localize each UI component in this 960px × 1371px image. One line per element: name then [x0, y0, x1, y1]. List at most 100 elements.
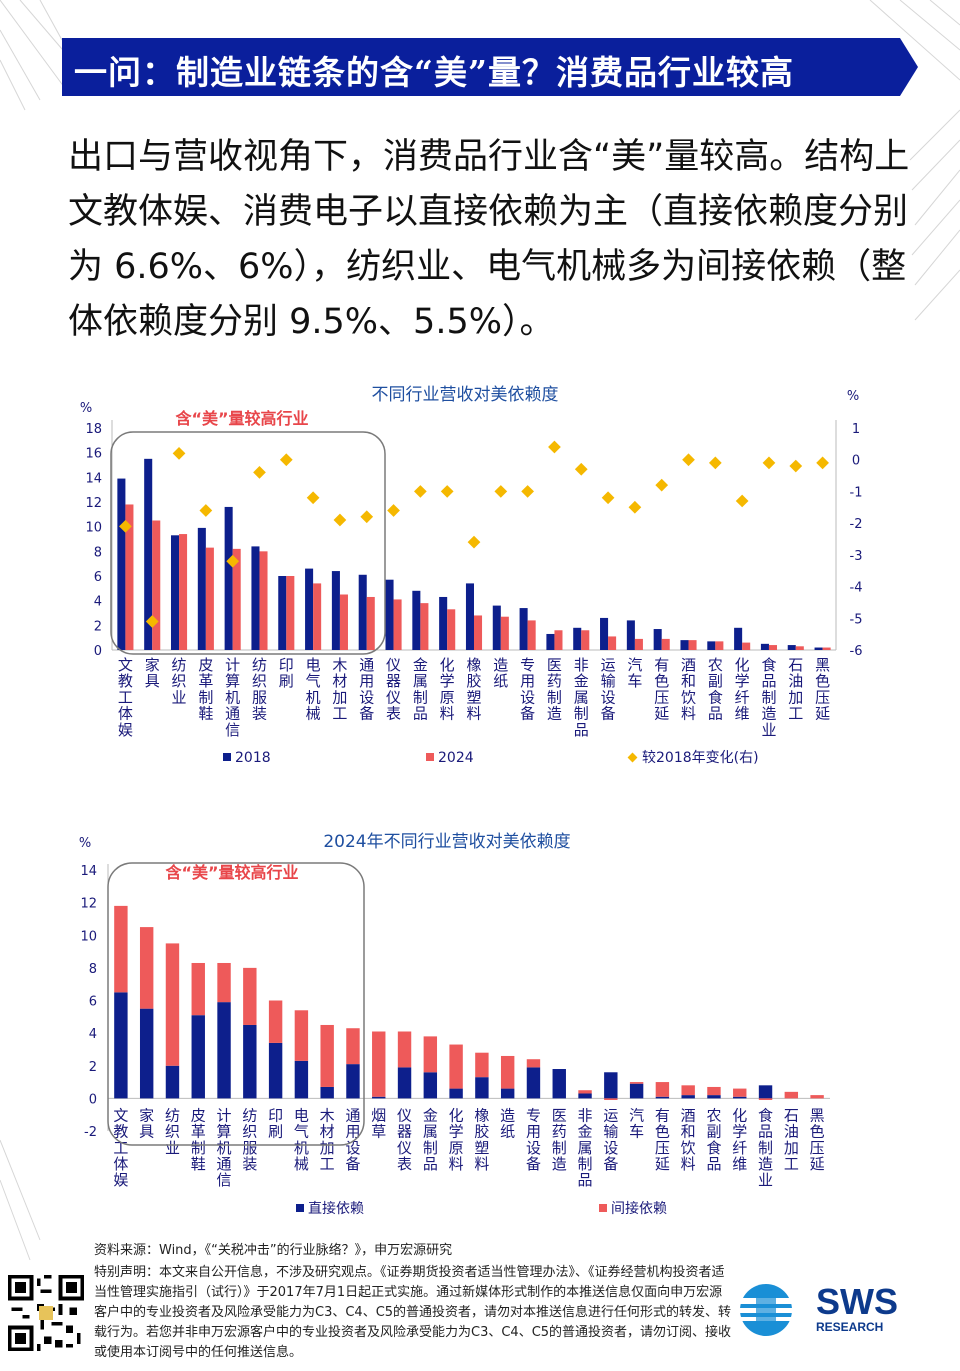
bar-indirect — [681, 1085, 695, 1096]
svg-text:汽: 汽 — [627, 656, 642, 674]
svg-text:仪: 仪 — [386, 688, 401, 706]
bar-indirect — [707, 1086, 721, 1096]
chart-2-title: 2024年不同行业营收对美依赖度 — [323, 832, 570, 852]
bar-2024 — [152, 520, 161, 650]
chart-1-annotation: 含“美”量较高行业 — [175, 409, 308, 428]
svg-text:品: 品 — [413, 705, 428, 723]
bar-indirect — [191, 962, 205, 1016]
change-marker — [253, 466, 266, 479]
source-note: 资料来源：Wind，《“关税冲击”的行业脉络？》，申万宏源研究 — [94, 1243, 453, 1258]
change-marker — [226, 554, 240, 568]
disclaimer: 特别声明：本文来自公开信息，不涉及研究观点。《证券期货投资者适当性管理办法》、《… — [94, 1265, 732, 1360]
svg-text:品: 品 — [708, 705, 723, 723]
svg-text:油: 油 — [788, 672, 803, 690]
change-marker — [145, 615, 159, 628]
svg-text:表: 表 — [386, 705, 401, 723]
svg-text:化: 化 — [735, 656, 750, 674]
svg-text:延: 延 — [810, 1155, 825, 1173]
svg-text:备: 备 — [601, 705, 616, 723]
svg-text:娱: 娱 — [113, 1171, 128, 1189]
bar-2024 — [768, 645, 778, 650]
svg-text:纺: 纺 — [165, 1106, 180, 1124]
svg-text:印: 印 — [268, 1106, 283, 1124]
change-marker — [655, 478, 669, 492]
svg-text:造: 造 — [758, 1155, 773, 1173]
svg-text:橡: 橡 — [474, 1106, 489, 1124]
chart-1-xtick: 造纸 — [493, 656, 508, 690]
bar-indirect — [320, 1024, 334, 1087]
bar-indirect — [810, 1095, 824, 1099]
bar-direct — [191, 1015, 205, 1099]
svg-text:织: 织 — [172, 672, 187, 690]
svg-text:加: 加 — [788, 688, 803, 706]
svg-text:输: 输 — [601, 672, 616, 690]
svg-text:织: 织 — [252, 672, 267, 690]
svg-text:仪: 仪 — [397, 1106, 412, 1124]
bar-indirect — [655, 1082, 670, 1097]
logo-main-text: SWS — [816, 1281, 898, 1322]
bar-indirect — [243, 967, 257, 1025]
svg-text:用: 用 — [520, 672, 535, 690]
change-marker — [762, 456, 776, 470]
svg-text:延: 延 — [655, 1155, 670, 1173]
bar-direct — [604, 1072, 618, 1099]
svg-text:胶: 胶 — [474, 1123, 489, 1141]
svg-text:石: 石 — [784, 1106, 799, 1124]
chart-2-ylabel: % — [79, 836, 91, 851]
svg-text:气: 气 — [306, 672, 321, 690]
bar-2024 — [795, 646, 804, 650]
svg-text:械: 械 — [294, 1155, 309, 1173]
legend-2024-label: 2024 — [438, 750, 474, 766]
bar-2018 — [224, 506, 233, 650]
svg-text:制: 制 — [758, 1139, 773, 1157]
bar-direct — [526, 1067, 541, 1099]
svg-text:压: 压 — [815, 688, 830, 706]
bar-2024 — [420, 603, 429, 650]
svg-text:制: 制 — [552, 1139, 567, 1157]
bar-direct — [707, 1095, 721, 1099]
change-marker — [574, 462, 588, 476]
svg-text:学: 学 — [440, 672, 455, 690]
svg-text:纺: 纺 — [172, 656, 187, 674]
bar-indirect — [423, 1036, 438, 1073]
chart-1-ytick: 14 — [85, 471, 102, 486]
chart-1-ytick: 12 — [85, 496, 102, 511]
svg-text:信: 信 — [225, 721, 240, 739]
svg-text:工: 工 — [788, 705, 803, 723]
bar-direct — [294, 1060, 309, 1099]
svg-text:车: 车 — [627, 672, 642, 690]
legend-indirect-swatch — [599, 1204, 607, 1212]
bar-direct — [578, 1093, 592, 1099]
bar-indirect — [604, 1098, 618, 1101]
svg-text:压: 压 — [810, 1139, 825, 1157]
change-marker — [735, 494, 749, 508]
svg-text:车: 车 — [629, 1123, 644, 1141]
svg-text:设: 设 — [520, 688, 535, 706]
svg-text:造: 造 — [761, 705, 776, 723]
svg-text:化: 化 — [449, 1106, 464, 1124]
change-marker — [306, 491, 320, 505]
bar-direct — [268, 1042, 283, 1099]
svg-text:用: 用 — [359, 672, 374, 690]
svg-text:仪: 仪 — [397, 1139, 412, 1157]
change-marker — [172, 447, 186, 460]
highlight-box — [107, 862, 365, 1146]
svg-text:备: 备 — [603, 1155, 618, 1173]
svg-text:设: 设 — [603, 1139, 618, 1157]
bar-2024 — [554, 630, 563, 650]
svg-text:工: 工 — [784, 1155, 799, 1173]
change-marker — [440, 485, 454, 498]
bar-2024 — [393, 599, 402, 650]
bar-2018 — [519, 608, 528, 650]
